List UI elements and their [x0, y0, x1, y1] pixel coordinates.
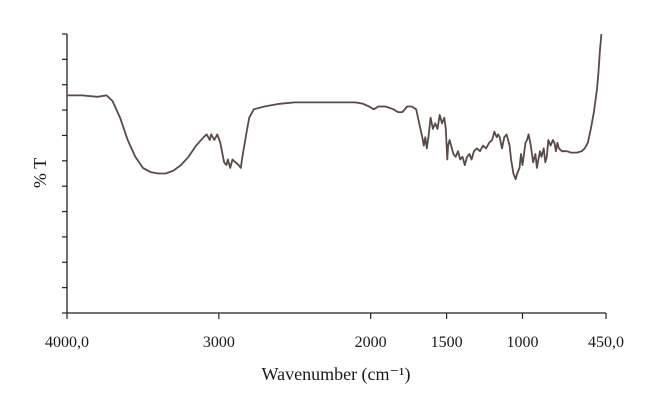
x-tick-label: 4000,0: [45, 334, 89, 351]
x-tick-label: 1500: [431, 334, 463, 351]
x-axis-title: Wavenumber (cm⁻¹): [262, 364, 411, 385]
y-axis-ticks: [62, 33, 67, 314]
y-axis-title: % T: [30, 158, 50, 188]
x-tick-label: 450,0: [588, 334, 624, 351]
x-axis-ticks: [66, 313, 607, 319]
x-axis-tick-labels: 4000,0 3000 2000 1500 1000 450,0: [45, 334, 624, 351]
spectrum-series-line: [67, 33, 603, 180]
x-tick-label: 1000: [506, 334, 538, 351]
x-tick-label: 3000: [203, 334, 235, 351]
x-tick-label: 2000: [355, 334, 387, 351]
